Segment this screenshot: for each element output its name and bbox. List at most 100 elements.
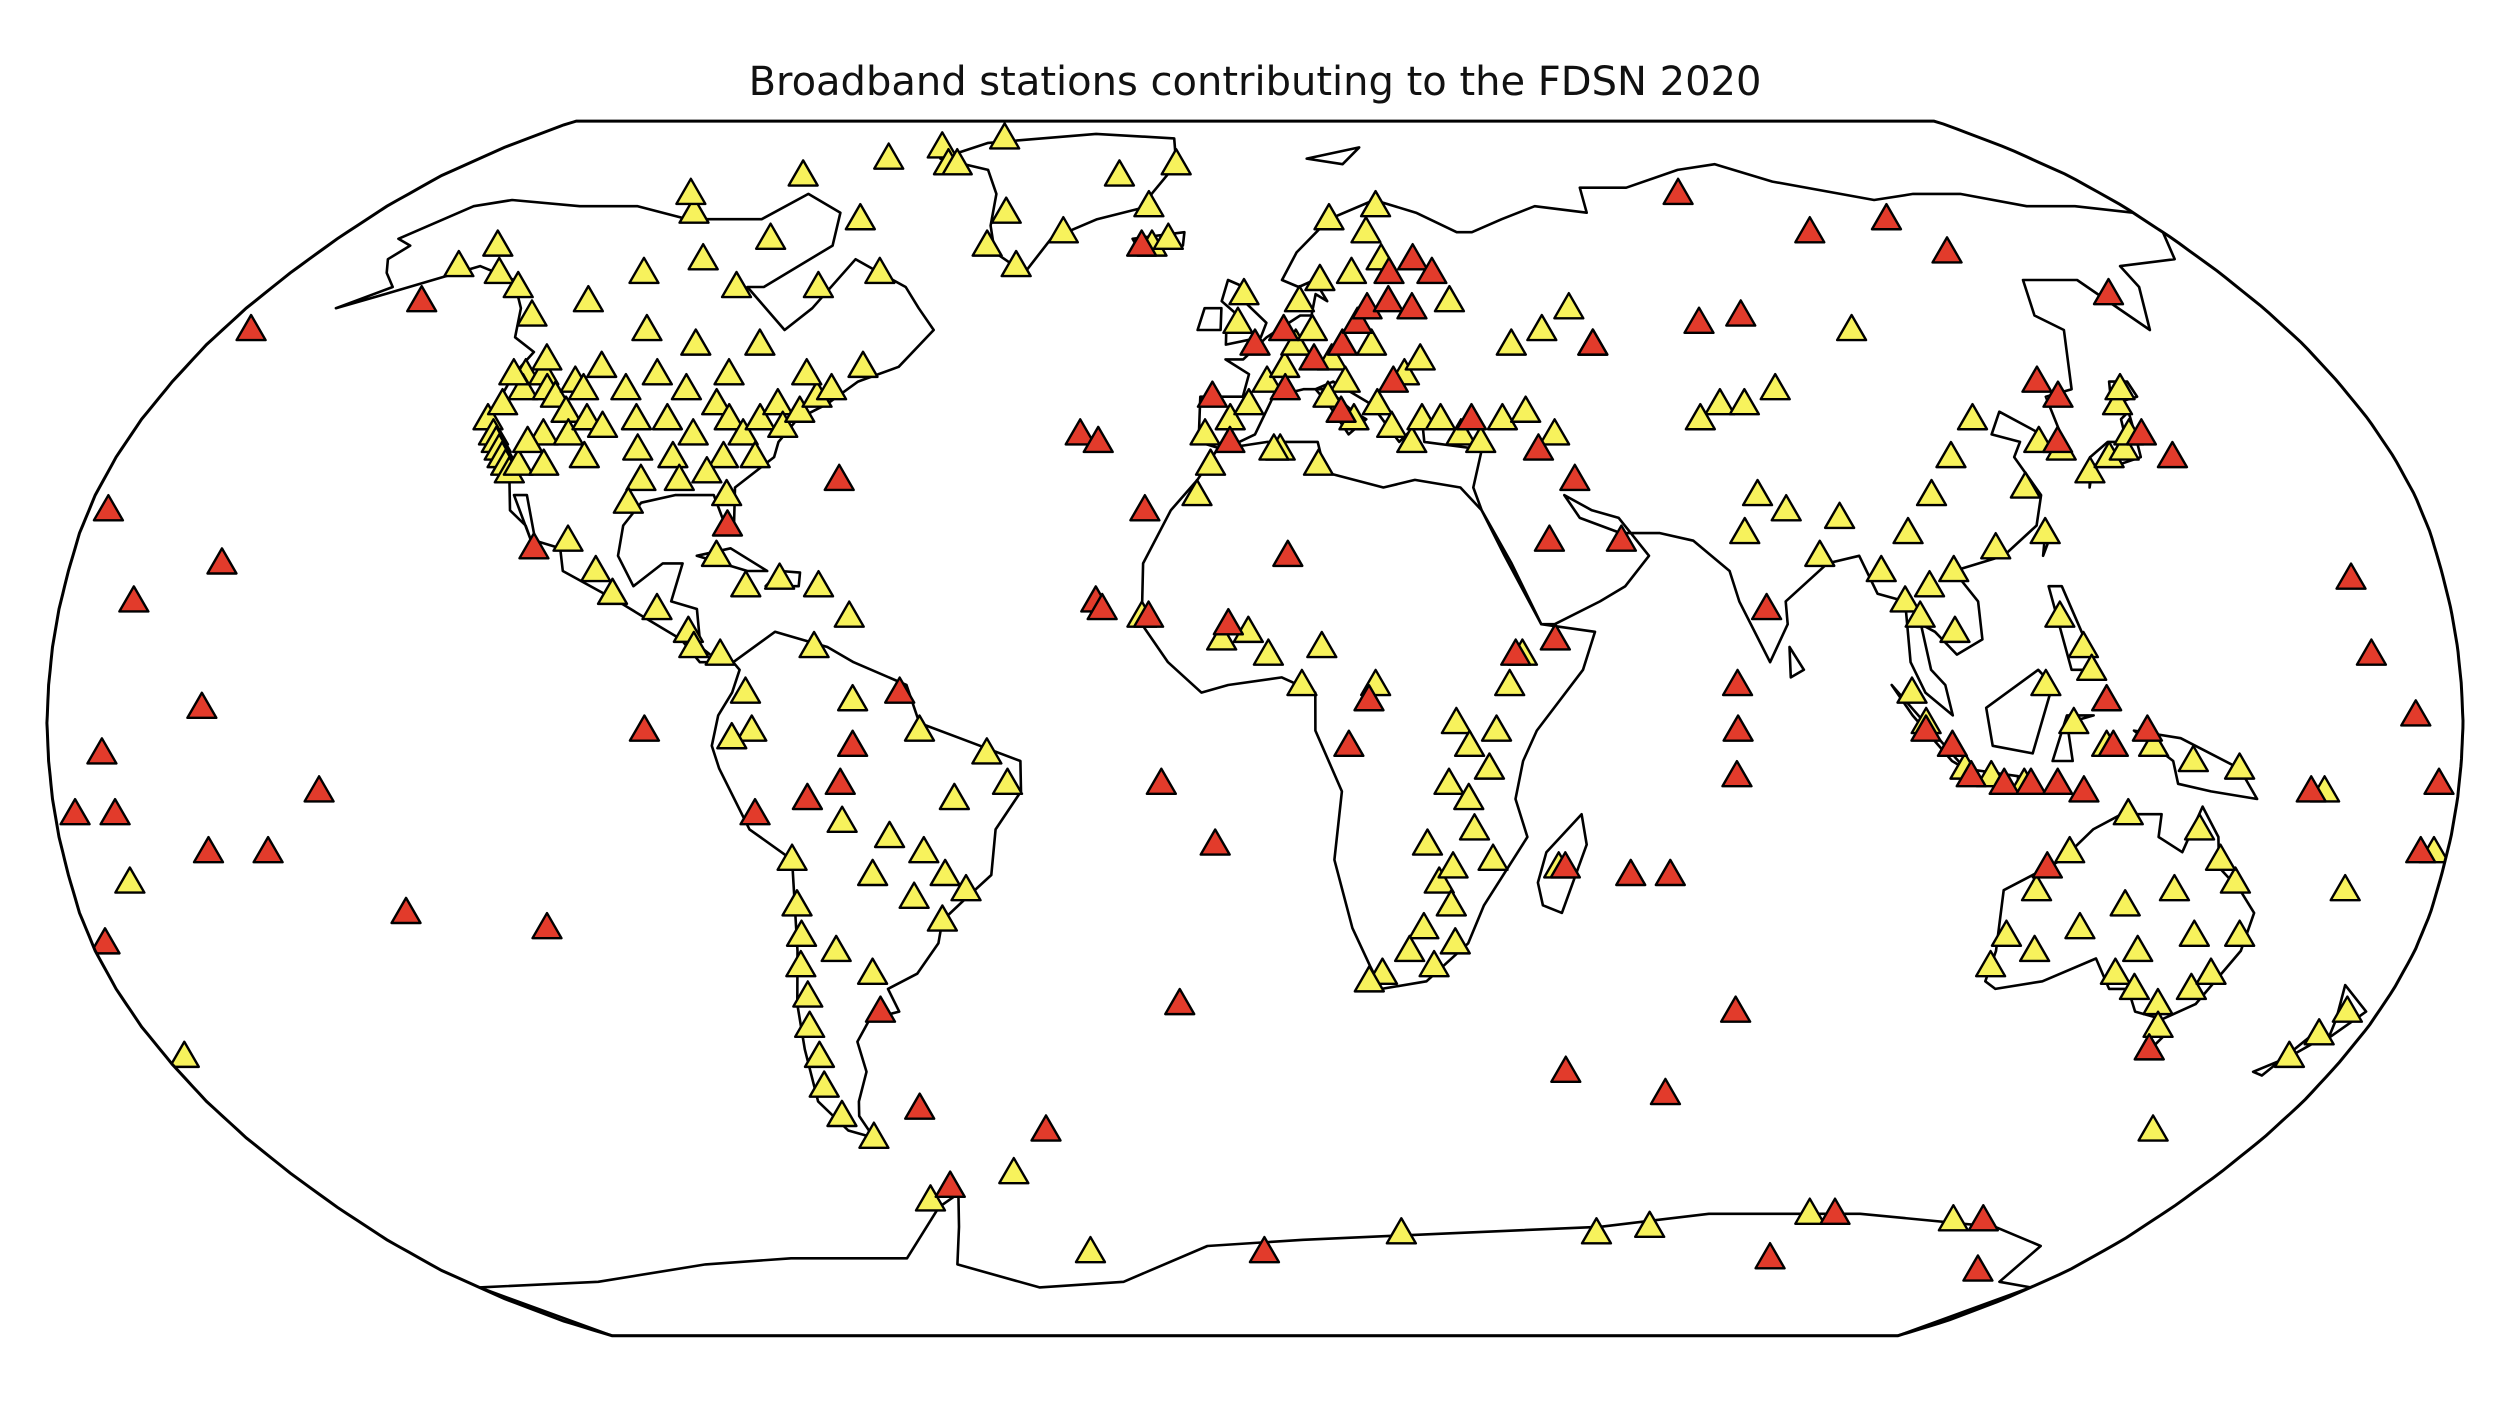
station-marker bbox=[1896, 676, 1928, 704]
station-marker bbox=[1553, 291, 1585, 320]
station-marker bbox=[678, 196, 710, 224]
station-marker bbox=[1526, 313, 1558, 342]
station-marker bbox=[707, 440, 740, 469]
station-marker bbox=[2031, 851, 2064, 879]
station-marker bbox=[713, 357, 745, 386]
station-marker bbox=[2042, 380, 2074, 408]
station-marker bbox=[739, 440, 771, 469]
station-marker bbox=[89, 927, 121, 955]
station-marker bbox=[1160, 147, 1192, 176]
station-marker bbox=[1252, 638, 1285, 666]
station-marker bbox=[2029, 516, 2061, 545]
station-marker bbox=[1649, 1077, 1682, 1106]
station-marker bbox=[1437, 851, 1469, 879]
station-marker bbox=[1794, 1197, 1826, 1226]
station-marker bbox=[736, 714, 768, 742]
station-marker bbox=[1396, 242, 1429, 271]
station-marker bbox=[1433, 767, 1465, 796]
station-marker bbox=[873, 820, 906, 849]
station-marker bbox=[1396, 425, 1428, 454]
station-marker bbox=[2295, 775, 2327, 803]
station-marker bbox=[482, 229, 514, 257]
station-marker bbox=[2331, 995, 2364, 1023]
station-marker bbox=[1892, 516, 1924, 545]
station-marker bbox=[571, 402, 603, 431]
station-marker bbox=[2042, 767, 2074, 796]
station-marker bbox=[785, 949, 817, 978]
station-marker bbox=[1938, 554, 1970, 583]
station-marker bbox=[1580, 1217, 1613, 1245]
station-marker bbox=[2158, 873, 2191, 902]
station-marker bbox=[1493, 668, 1526, 697]
station-marker bbox=[1990, 919, 2023, 947]
station-marker bbox=[1396, 291, 1428, 320]
station-marker bbox=[1559, 463, 1591, 492]
station-marker bbox=[1549, 851, 1582, 879]
station-marker bbox=[700, 387, 733, 416]
station-marker bbox=[1199, 828, 1231, 856]
station-marker bbox=[2137, 1114, 2169, 1142]
station-marker bbox=[99, 797, 131, 826]
station-marker bbox=[1353, 965, 1386, 993]
station-marker bbox=[2423, 767, 2455, 796]
station-marker bbox=[2195, 957, 2227, 985]
station-marker bbox=[2329, 873, 2361, 902]
station-marker bbox=[791, 782, 824, 811]
station-marker bbox=[762, 387, 794, 416]
station-marker bbox=[820, 934, 852, 963]
station-marker bbox=[2273, 1040, 2306, 1069]
station-marker bbox=[1086, 592, 1118, 621]
station-marker bbox=[858, 1121, 890, 1150]
station-marker bbox=[1296, 313, 1329, 342]
station-marker bbox=[1233, 387, 1265, 416]
station-marker bbox=[856, 957, 889, 985]
station-marker bbox=[502, 270, 534, 299]
station-marker bbox=[59, 797, 91, 826]
station-marker bbox=[531, 343, 563, 371]
station-marker bbox=[744, 402, 776, 431]
station-marker bbox=[711, 509, 744, 537]
station-marker bbox=[785, 919, 818, 947]
station-marker bbox=[781, 889, 813, 917]
station-marker bbox=[798, 630, 830, 659]
station-marker bbox=[1915, 478, 1948, 507]
station-marker bbox=[1704, 387, 1736, 416]
station-marker bbox=[527, 418, 560, 446]
station-marker bbox=[1721, 759, 1753, 788]
station-marker bbox=[1539, 623, 1572, 651]
station-marker bbox=[1103, 159, 1136, 187]
station-marker bbox=[767, 410, 799, 439]
station-marker bbox=[847, 350, 879, 379]
coastline bbox=[1788, 645, 1806, 679]
station-marker bbox=[1411, 828, 1444, 856]
station-marker bbox=[1974, 949, 2007, 978]
station-marker bbox=[2223, 919, 2256, 947]
station-marker bbox=[303, 775, 335, 803]
station-marker bbox=[620, 402, 653, 431]
station-marker bbox=[1980, 531, 2012, 560]
station-marker bbox=[1605, 524, 1638, 552]
station-marker bbox=[192, 835, 225, 864]
station-marker bbox=[2156, 440, 2189, 469]
station-marker bbox=[1361, 387, 1394, 416]
station-marker bbox=[1424, 402, 1457, 431]
station-marker bbox=[1722, 714, 1754, 742]
station-marker bbox=[1222, 306, 1254, 335]
station-marker bbox=[2177, 744, 2210, 773]
station-marker bbox=[1937, 1204, 1970, 1232]
station-marker bbox=[168, 1040, 201, 1069]
station-marker bbox=[1865, 554, 1897, 583]
station-marker bbox=[1404, 343, 1436, 371]
station-marker bbox=[926, 904, 959, 932]
station-marker bbox=[1439, 927, 1471, 955]
station-marker bbox=[114, 866, 146, 894]
station-marker bbox=[552, 524, 584, 552]
station-marker bbox=[823, 463, 855, 492]
station-marker bbox=[826, 1099, 858, 1128]
station-marker bbox=[1423, 866, 1455, 894]
station-marker bbox=[1433, 284, 1466, 313]
station-marker bbox=[1047, 215, 1080, 244]
station-marker bbox=[552, 418, 585, 446]
station-marker bbox=[787, 159, 819, 187]
station-marker bbox=[1145, 767, 1178, 796]
